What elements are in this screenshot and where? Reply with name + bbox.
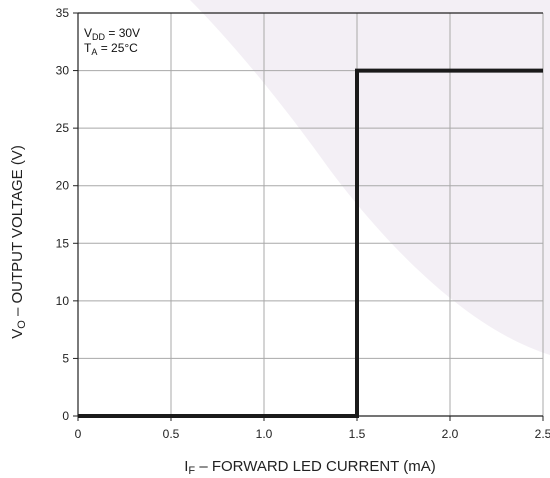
condition-ta: TA = 25°C bbox=[84, 41, 138, 57]
y-tick-labels: 0 5 10 15 20 25 30 35 bbox=[56, 6, 70, 423]
x-tick-label: 0.5 bbox=[163, 427, 180, 441]
y-tick-label: 0 bbox=[62, 409, 69, 423]
y-tick-label: 5 bbox=[62, 351, 69, 365]
x-tick-label: 1.0 bbox=[256, 427, 273, 441]
conditions-box: VDD = 30V TA = 25°C bbox=[84, 26, 140, 57]
condition-vdd: VDD = 30V bbox=[84, 26, 140, 42]
x-axis-title: IF – FORWARD LED CURRENT (mA) bbox=[184, 458, 435, 477]
x-tick-labels: 0 0.5 1.0 1.5 2.0 2.5 bbox=[75, 427, 550, 441]
y-tick-label: 35 bbox=[56, 6, 70, 20]
y-tick-label: 25 bbox=[56, 121, 70, 135]
y-tick-label: 15 bbox=[56, 236, 70, 250]
series-layer bbox=[78, 68, 543, 418]
x-tick-label: 2.0 bbox=[442, 427, 459, 441]
watermark-arc bbox=[190, 0, 550, 355]
y-axis-title: VO – OUTPUT VOLTAGE (V) bbox=[9, 145, 28, 339]
y-tick-label: 20 bbox=[56, 179, 70, 193]
x-tick-label: 0 bbox=[75, 427, 82, 441]
x-tick-label: 1.5 bbox=[349, 427, 366, 441]
series-line-output-voltage bbox=[78, 68, 543, 418]
y-tick-label: 30 bbox=[56, 64, 70, 78]
y-tick-label: 10 bbox=[56, 294, 70, 308]
x-tick-label: 2.5 bbox=[535, 427, 550, 441]
